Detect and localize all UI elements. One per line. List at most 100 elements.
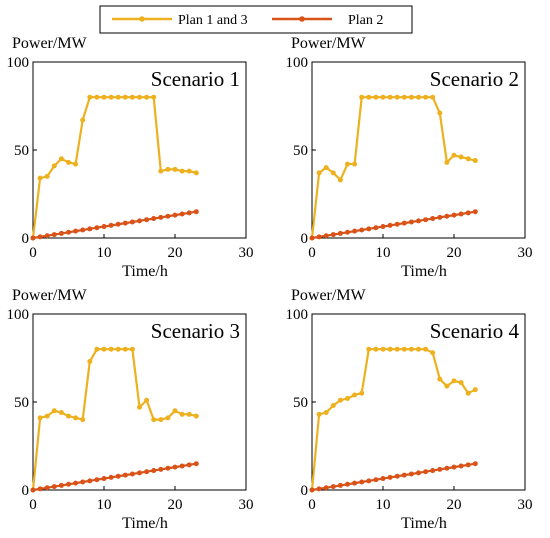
panel-2-series-plan-2-point-4 (337, 230, 343, 236)
panel-2-series-plan-1-and-3-point-21 (458, 154, 464, 160)
panel-2-ytick-label-50: 50 (293, 143, 308, 159)
panel-2: 0 10 20 30 0 50 100 Time/h Power/MW Scenario 2 (286, 35, 533, 280)
panel-3-series-plan-1-and-3-point-4 (58, 410, 64, 416)
panel-2-series-plan-2-line (311, 210, 476, 240)
panel-1-series-plan-1-and-3-point-10 (101, 94, 107, 100)
panel-4: 0 10 20 30 0 50 100 Time/h Power/MW Scenario 4 (286, 287, 533, 532)
legend: Plan 1 and 3 Plan 2 (99, 5, 413, 34)
panel-1-series-plan-2-point-6 (73, 228, 79, 234)
panel-1-series-plan-1-and-3-point-8 (87, 94, 93, 100)
panel-1-series-plan-2-point-4 (58, 230, 64, 236)
panel-1-series-plan-1-and-3-point-4 (58, 156, 64, 162)
panel-3-series-plan-1-and-3 (30, 346, 199, 493)
panel-4-xtick-label-0: 0 (308, 497, 316, 513)
panel-4-series-plan-1-and-3-point-2 (323, 410, 329, 416)
panel-3-series-plan-2-point-14 (129, 471, 135, 477)
panel-2-series-plan-1-and-3 (309, 94, 478, 241)
panel-2-series-plan-1-and-3-point-8 (366, 94, 372, 100)
panel-4-series-plan-1-and-3-point-22 (465, 390, 471, 396)
panel-4-series-plan-2-point-2 (323, 485, 329, 491)
panel-3-ytick-label-0: 0 (22, 483, 30, 499)
legend-label-plan-2: Plan 2 (348, 13, 383, 28)
panel-4-series-plan-1-and-3-point-13 (401, 346, 407, 352)
panel-2-series-plan-2-point-11 (387, 222, 393, 228)
panel-2-title: Scenario 2 (430, 67, 519, 91)
panel-2-series-plan-2-point-23 (472, 209, 478, 215)
panel-1-series-plan-1-and-3-point-18 (158, 168, 164, 174)
panel-1-xtick-label-10: 10 (97, 245, 112, 261)
panel-1-series-plan-2-point-3 (51, 232, 57, 238)
panel-2-series-plan-1-and-3-point-18 (437, 110, 443, 116)
panel-4-series-plan-1-and-3-point-8 (366, 346, 372, 352)
panel-3-xlabel: Time/h (122, 515, 168, 532)
panel-4-series-plan-2-point-13 (401, 472, 407, 478)
panel-4-series-plan-1-and-3-point-6 (352, 392, 358, 398)
panel-2-ytick-label-100: 100 (286, 55, 309, 71)
panel-3-series-plan-1-and-3-point-7 (80, 417, 86, 423)
panel-3-title: Scenario 3 (151, 319, 240, 343)
panel-1-series-plan-2-point-7 (80, 227, 86, 233)
panel-4-series-plan-1-and-3-point-16 (423, 346, 429, 352)
panel-2-series-plan-2-point-22 (465, 210, 471, 216)
panel-3-series-plan-2-point-6 (73, 480, 79, 486)
panel-4-series-plan-2-point-5 (345, 481, 350, 487)
panel-3-series-plan-2-point-4 (58, 482, 64, 488)
panel-1-series-plan-2-point-1 (37, 234, 43, 240)
panel-4-series-plan-2-point-3 (330, 484, 336, 490)
panel-2-series-plan-2-point-2 (323, 233, 329, 239)
panel-3-series-plan-1-and-3-point-17 (151, 417, 157, 423)
panel-1-series-plan-2-point-19 (165, 213, 171, 219)
panel-4-series-plan-2-point-14 (408, 471, 414, 477)
panel-3-series-plan-1-and-3-point-10 (101, 346, 107, 352)
panel-4-series-plan-2-point-23 (472, 461, 478, 467)
panel-3-series-plan-1-and-3-point-21 (179, 411, 185, 417)
panel-1-series-plan-1-and-3-point-6 (73, 161, 79, 167)
panel-1-series-plan-2-point-21 (179, 211, 185, 217)
panel-1-series-plan-1-and-3 (30, 94, 199, 241)
panel-1-series-plan-2-point-23 (193, 209, 199, 215)
panel-1-series-plan-1-and-3-point-1 (37, 175, 43, 181)
panel-2-series-plan-2-point-9 (373, 225, 379, 231)
panel-1-series-plan-1-and-3-point-17 (151, 94, 157, 100)
panel-3-series-plan-2-point-19 (165, 465, 171, 471)
panel-3-series-plan-1-and-3-point-16 (144, 397, 150, 403)
panel-3-ytick-label-50: 50 (14, 395, 29, 411)
panel-2-series-plan-2-point-15 (416, 218, 421, 224)
panel-3-series-plan-1-and-3-point-3 (51, 408, 57, 414)
panel-1-title: Scenario 1 (151, 67, 240, 91)
legend-marker-plan-1-and-3 (139, 16, 145, 22)
panel-4-series-plan-1-and-3-point-23 (472, 387, 478, 393)
panel-1-series-plan-1-and-3-point-19 (165, 166, 171, 172)
panel-4-series-plan-1-and-3-point-11 (387, 346, 393, 352)
panel-3-ylabel: Power/MW (12, 287, 88, 304)
panel-3-series-plan-1-and-3-point-1 (37, 415, 43, 421)
panel-2-series-plan-1-and-3-point-2 (323, 165, 329, 171)
panel-3-series-plan-2-point-9 (94, 477, 100, 483)
panel-4-series-plan-2-point-12 (394, 473, 400, 479)
panel-3-xtick-label-0: 0 (29, 497, 37, 513)
panel-3-series-plan-2-point-20 (172, 464, 178, 470)
panel-2-series-plan-1-and-3-point-12 (394, 94, 400, 100)
panel-1-series-plan-2-point-11 (108, 222, 114, 228)
panel-3-series-plan-1-and-3-point-18 (158, 417, 164, 423)
panel-4-series-plan-2-point-0 (309, 487, 315, 493)
panel-4-ytick-label-0: 0 (301, 483, 309, 499)
panel-4-series-plan-1-and-3-point-9 (373, 346, 379, 352)
panel-3-series-plan-2-point-10 (101, 476, 107, 482)
panel-4-series-plan-1-and-3-point-14 (408, 346, 414, 352)
panel-1-series-plan-1-and-3-point-23 (193, 170, 199, 176)
panel-4-series-plan-1-and-3-point-20 (451, 378, 457, 384)
panel-3-xtick-label-10: 10 (97, 497, 112, 513)
panel-3-series-plan-1-and-3-point-6 (73, 415, 79, 421)
panel-3-series-plan-1-and-3-point-2 (44, 413, 50, 419)
panel-4-series-plan-1-and-3-point-10 (380, 346, 386, 352)
panel-2-series-plan-1-and-3-point-17 (430, 94, 436, 100)
panel-1-series-plan-2-point-14 (129, 219, 135, 225)
panel-2-series-plan-2-point-19 (444, 213, 450, 219)
panel-4-series-plan-1-and-3-point-19 (444, 383, 450, 389)
panel-2-series-plan-2-point-3 (330, 232, 336, 238)
panel-4-series-plan-2-point-18 (437, 466, 443, 472)
panel-2-series-plan-2-point-18 (437, 214, 443, 220)
panel-2-series-plan-2-point-0 (309, 235, 315, 241)
